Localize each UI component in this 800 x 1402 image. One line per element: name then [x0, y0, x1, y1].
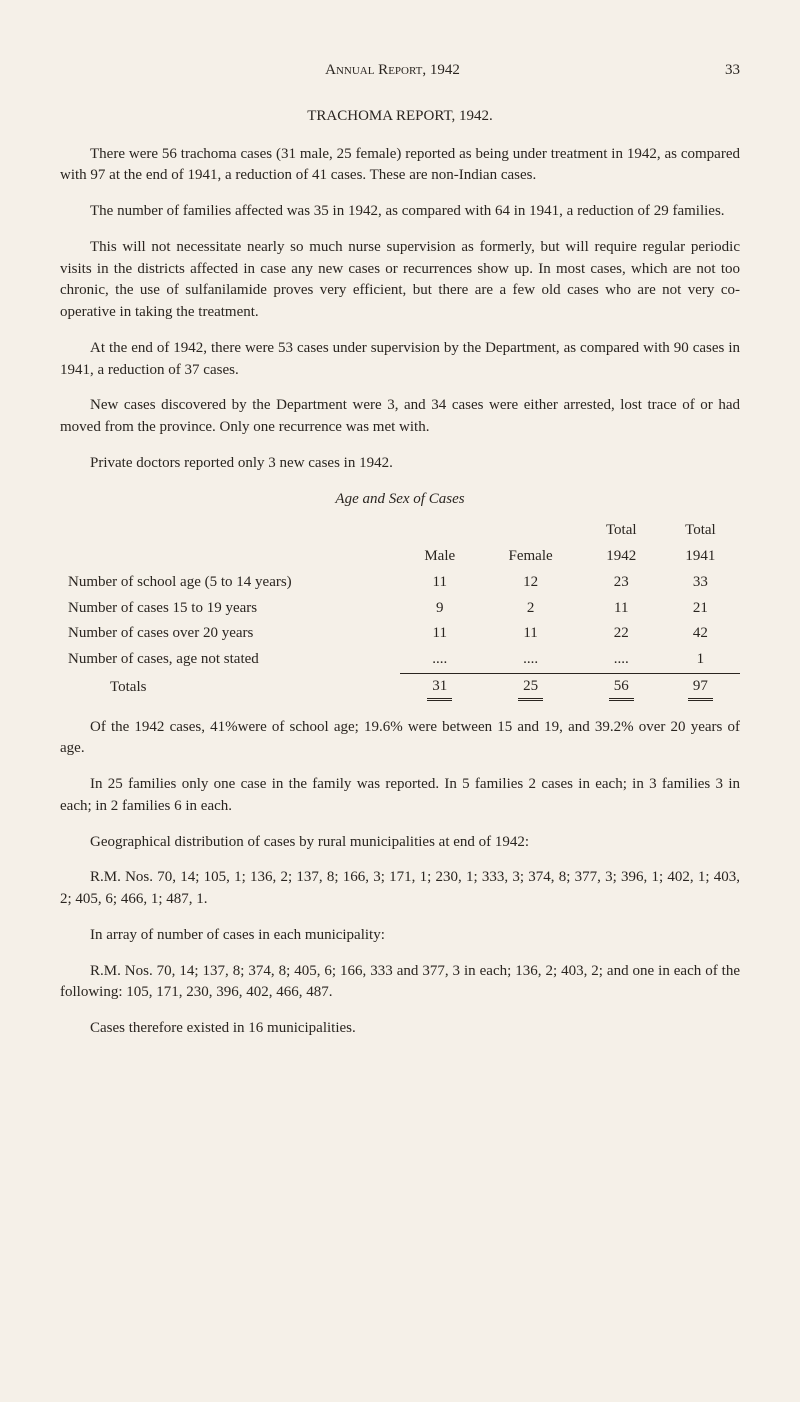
paragraph: Cases therefore existed in 16 municipali… [60, 1018, 740, 1040]
table-cell: 42 [661, 621, 740, 647]
paragraph: There were 56 trachoma cases (31 male, 2… [60, 144, 740, 188]
table-cell: 11 [400, 570, 480, 596]
table-cell: 23 [582, 570, 661, 596]
table-cell: 2 [480, 596, 582, 622]
table-cell: 22 [582, 621, 661, 647]
table-header-row-1: Total Total [60, 518, 740, 544]
table-header-row-2: Male Female 1942 1941 [60, 544, 740, 570]
table-cell: 21 [661, 596, 740, 622]
page-title: Annual Report, 1942 [325, 60, 460, 82]
table-cell: Number of cases over 20 years [60, 621, 400, 647]
table-header-blank [60, 518, 400, 544]
page-header: Annual Report, 1942 33 [60, 60, 740, 82]
paragraph: R.M. Nos. 70, 14; 105, 1; 136, 2; 137, 8… [60, 867, 740, 911]
table-header: Male [400, 544, 480, 570]
table-header-blank [480, 518, 582, 544]
paragraph: In 25 families only one case in the fami… [60, 774, 740, 818]
document-page: Annual Report, 1942 33 TRACHOMA REPORT, … [0, 0, 800, 1134]
paragraph: This will not necessitate nearly so much… [60, 237, 740, 324]
paragraph: Geographical distribution of cases by ru… [60, 832, 740, 854]
paragraph: In array of number of cases in each muni… [60, 925, 740, 947]
table-header: Female [480, 544, 582, 570]
table-cell: .... [400, 647, 480, 673]
paragraph: Of the 1942 cases, 41%were of school age… [60, 717, 740, 761]
table-cell: Number of cases 15 to 19 years [60, 596, 400, 622]
section-title: TRACHOMA REPORT, 1942. [60, 106, 740, 128]
paragraph: New cases discovered by the Department w… [60, 395, 740, 439]
table-header-blank [400, 518, 480, 544]
total-value: 97 [688, 676, 713, 701]
table-cell: 12 [480, 570, 582, 596]
paragraph: Private doctors reported only 3 new case… [60, 453, 740, 475]
table-cell: 31 [400, 673, 480, 702]
table-cell: .... [480, 647, 582, 673]
table-cell: Number of school age (5 to 14 years) [60, 570, 400, 596]
table-header: 1941 [661, 544, 740, 570]
table-title: Age and Sex of Cases [60, 489, 740, 511]
table-header: 1942 [582, 544, 661, 570]
table-cell: Number of cases, age not stated [60, 647, 400, 673]
table-cell: 11 [400, 621, 480, 647]
page-number: 33 [725, 60, 740, 82]
paragraph: At the end of 1942, there were 53 cases … [60, 338, 740, 382]
table-totals-row: Totals 31 25 56 97 [60, 673, 740, 702]
table-header: Total [661, 518, 740, 544]
table-row: Number of cases over 20 years 11 11 22 4… [60, 621, 740, 647]
table-row: Number of school age (5 to 14 years) 11 … [60, 570, 740, 596]
table-row: Number of cases, age not stated .... ...… [60, 647, 740, 673]
paragraph: R.M. Nos. 70, 14; 137, 8; 374, 8; 405, 6… [60, 961, 740, 1005]
table-cell: Totals [60, 673, 400, 702]
table-cell: 56 [582, 673, 661, 702]
paragraph: The number of families affected was 35 i… [60, 201, 740, 223]
table-header-blank [60, 544, 400, 570]
table-cell: 97 [661, 673, 740, 702]
table-cell: 1 [661, 647, 740, 673]
total-value: 25 [518, 676, 543, 701]
table-cell: 9 [400, 596, 480, 622]
total-value: 31 [427, 676, 452, 701]
table-cell: 11 [582, 596, 661, 622]
table-cell: 33 [661, 570, 740, 596]
table-cell: 11 [480, 621, 582, 647]
cases-table: Total Total Male Female 1942 1941 Number… [60, 518, 740, 702]
table-header: Total [582, 518, 661, 544]
total-value: 56 [609, 676, 634, 701]
table-cell: .... [582, 647, 661, 673]
table-row: Number of cases 15 to 19 years 9 2 11 21 [60, 596, 740, 622]
table-cell: 25 [480, 673, 582, 702]
